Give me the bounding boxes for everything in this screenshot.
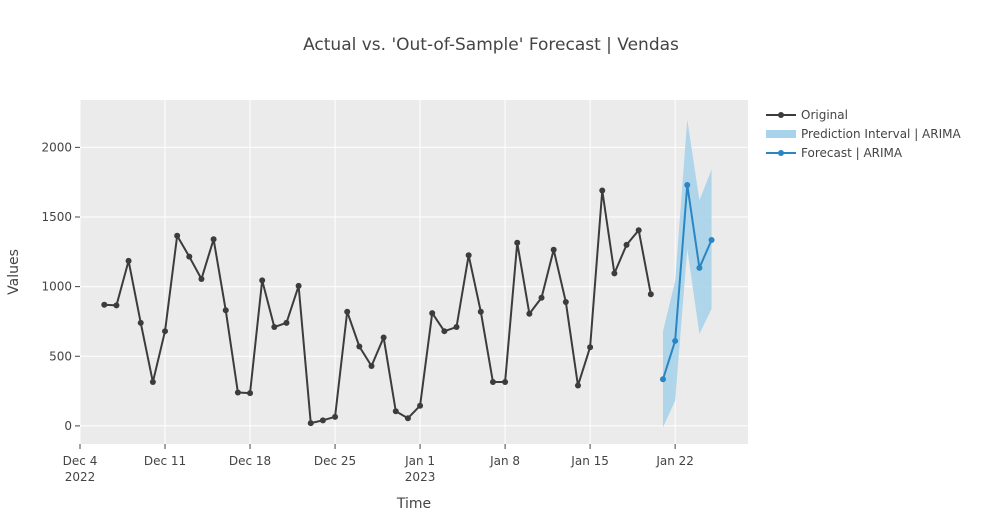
x-tick-label: Dec 4 — [63, 454, 98, 468]
original-point — [271, 324, 278, 331]
x-axis-title: Time — [396, 496, 431, 512]
plot-area — [80, 100, 748, 444]
original-point — [599, 187, 606, 194]
original-point — [125, 257, 132, 264]
original-point — [186, 253, 193, 260]
original-point — [259, 277, 266, 284]
original-line — [104, 189, 652, 425]
forecast-point — [684, 181, 691, 188]
original-point — [514, 239, 521, 246]
legend-label: Forecast | ARIMA — [801, 146, 903, 160]
original-point — [623, 241, 630, 248]
original-point — [392, 408, 399, 415]
y-tick-label: 500 — [49, 349, 72, 363]
legend-band-swatch — [766, 130, 796, 138]
y-tick-label: 1500 — [41, 210, 72, 224]
forecast-point — [672, 337, 679, 344]
x-tick-label: Dec 11 — [144, 454, 186, 468]
original-point — [611, 270, 618, 277]
x-axis-ticks: Dec 4 2022 Dec 11 Dec 18 Dec 25 Jan 1 2023 Jan … — [63, 444, 694, 484]
original-point — [429, 310, 436, 317]
original-point — [635, 227, 642, 234]
y-tick-label: 0 — [64, 419, 72, 433]
original-point — [344, 308, 351, 315]
gridlines — [79, 100, 748, 444]
original-point — [198, 275, 205, 282]
y-tick-label: 2000 — [41, 140, 72, 154]
chart-title: Actual vs. 'Out-of-Sample' Forecast | Ve… — [303, 35, 679, 55]
y-axis-title: Values — [6, 249, 22, 295]
original-point — [538, 294, 545, 301]
original-point — [174, 232, 181, 239]
original-point — [526, 310, 533, 317]
original-point — [465, 252, 472, 259]
legend[interactable]: Original Prediction Interval | ARIMA Forec… — [766, 108, 961, 160]
original-point — [137, 319, 144, 326]
prediction-interval-area — [662, 119, 712, 428]
legend-item[interactable]: Prediction Interval | ARIMA — [766, 127, 961, 141]
original-point — [404, 415, 411, 422]
legend-marker-swatch — [778, 150, 784, 156]
original-point — [319, 417, 326, 424]
original-point — [101, 301, 108, 308]
original-point — [502, 379, 509, 386]
y-tick-label: 1000 — [41, 280, 72, 294]
original-point — [562, 298, 569, 305]
x-tick-label: Dec 25 — [314, 454, 356, 468]
original-point — [283, 319, 290, 326]
original-point — [477, 308, 484, 315]
x-tick-year-label: 2022 — [65, 470, 96, 484]
original-point — [489, 379, 496, 386]
original-point — [210, 236, 217, 243]
forecast-point — [696, 264, 703, 271]
x-tick-label: Jan 15 — [570, 454, 609, 468]
original-point — [113, 302, 120, 309]
x-tick-label: Jan 8 — [489, 454, 520, 468]
original-point — [234, 389, 241, 396]
original-point — [368, 363, 375, 370]
legend-label: Prediction Interval | ARIMA — [801, 127, 961, 141]
original-point — [550, 246, 557, 253]
legend-marker-swatch — [778, 112, 784, 118]
legend-label: Original — [801, 108, 848, 122]
original-point — [247, 390, 254, 397]
original-point — [647, 291, 654, 298]
original-point — [417, 402, 424, 409]
original-point — [574, 382, 581, 389]
legend-item[interactable]: Forecast | ARIMA — [766, 146, 903, 160]
x-tick-label: Dec 18 — [229, 454, 271, 468]
original-point — [332, 413, 339, 420]
y-axis-ticks: 0 500 1000 1500 2000 — [41, 140, 80, 433]
x-tick-label: Jan 22 — [655, 454, 694, 468]
series-lines — [101, 181, 715, 427]
forecast-point — [708, 236, 715, 243]
legend-item[interactable]: Original — [766, 108, 848, 122]
original-point — [453, 324, 460, 331]
x-tick-year-label: 2023 — [405, 470, 436, 484]
original-point — [356, 343, 363, 350]
prediction-interval-band — [662, 119, 712, 428]
forecast-point — [659, 376, 666, 383]
x-tick-label: Jan 1 — [404, 454, 435, 468]
original-point — [149, 379, 156, 386]
original-point — [162, 328, 169, 335]
original-point — [222, 307, 229, 314]
original-point — [587, 344, 594, 351]
original-point — [380, 334, 387, 341]
original-point — [441, 328, 448, 335]
original-point — [295, 282, 302, 289]
original-point — [307, 420, 314, 427]
